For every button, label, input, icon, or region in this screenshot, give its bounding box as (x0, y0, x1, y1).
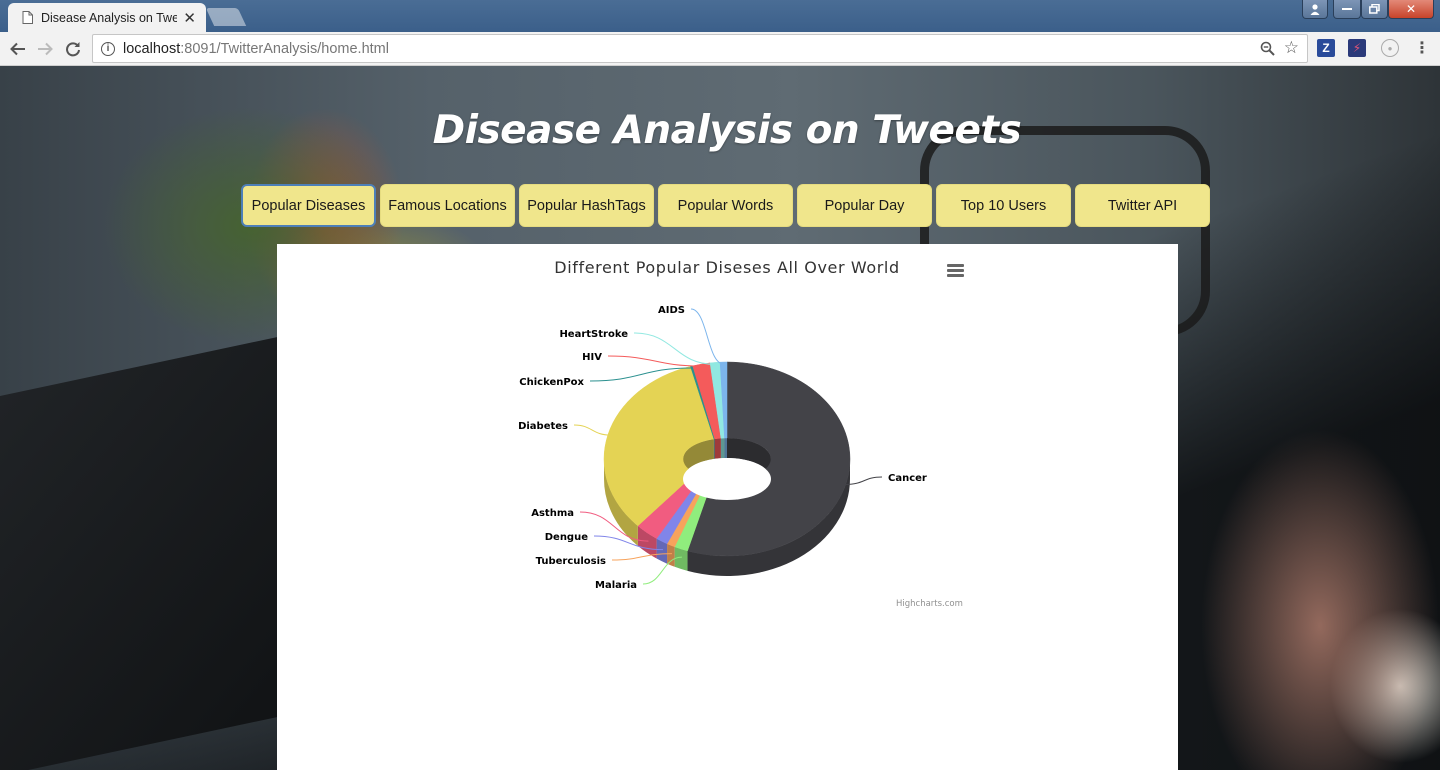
label-heartstroke: HeartStroke (559, 329, 628, 340)
close-window-button[interactable]: ✕ (1388, 0, 1434, 19)
connector-dengue (593, 535, 664, 551)
forward-arrow-icon[interactable] (32, 36, 58, 62)
browser-title-bar: Disease Analysis on Twee ✕ ✕ (0, 0, 1440, 32)
slice-cancer[interactable] (687, 361, 851, 557)
page-title: Disease Analysis on Tweets (432, 108, 1022, 153)
label-cancer: Cancer (888, 473, 927, 484)
nav-famous-locations-button[interactable]: Famous Locations (380, 184, 515, 227)
slice-side-cancer[interactable] (687, 459, 850, 576)
address-bar[interactable]: i localhost:8091/TwitterAnalysis/home.ht… (92, 34, 1308, 63)
connector-heartstroke (633, 332, 716, 365)
url-host: localhost (123, 40, 181, 57)
page-icon (22, 11, 33, 24)
slice-inner-heartstroke (720, 438, 725, 459)
browser-tab[interactable]: Disease Analysis on Twee ✕ (8, 3, 206, 32)
slice-inner-aids (724, 438, 727, 459)
info-icon[interactable]: i (101, 41, 115, 56)
browser-menu-icon[interactable]: ⋮ (1414, 40, 1430, 57)
chart-menu-icon[interactable] (947, 264, 964, 278)
label-tuberculosis: Tuberculosis (536, 556, 606, 567)
connector-malaria (642, 556, 682, 585)
bookmark-star-icon[interactable]: ☆ (1283, 38, 1299, 57)
slice-inner-diabetes (683, 438, 714, 479)
label-diabetes: Diabetes (518, 421, 568, 432)
url-path: :8091/TwitterAnalysis/home.html (180, 40, 389, 57)
label-asthma: Asthma (531, 508, 574, 519)
tab-title: Disease Analysis on Twee (41, 10, 178, 25)
label-malaria: Malaria (595, 580, 637, 591)
slice-side-diabetes[interactable] (604, 459, 638, 546)
zoom-icon[interactable] (1260, 41, 1275, 60)
slice-inner-chickenpox (713, 438, 715, 459)
nav-popular-words-button[interactable]: Popular Words (658, 184, 793, 227)
connector-tuberculosis (611, 553, 672, 561)
user-icon[interactable] (1302, 0, 1328, 19)
connector-chickenpox (589, 367, 693, 382)
minimize-button[interactable] (1333, 0, 1361, 19)
connector-asthma (579, 511, 649, 542)
pie-chart: Cancer Malaria Tuberculosis Dengue Asthma Dia… (518, 305, 927, 591)
connector-aids (690, 308, 724, 365)
page-background: Disease Analysis on Tweets Popular Disea… (0, 66, 1440, 770)
extension-z-icon[interactable]: Z (1317, 39, 1335, 57)
label-hiv: HIV (582, 352, 602, 363)
chart-container: Cancer Malaria Tuberculosis Dengue Asthma Dia… (277, 244, 1178, 770)
chart-title: Different Popular Diseses All Over World (554, 258, 900, 277)
extension-circle-icon[interactable]: ● (1381, 39, 1399, 57)
nav-popular-diseases-button[interactable]: Popular Diseases (241, 184, 376, 227)
slice-inner-hiv (714, 438, 721, 459)
slice-inner-cancer (727, 438, 771, 479)
label-chickenpox: ChickenPox (519, 377, 584, 388)
maximize-button[interactable] (1361, 0, 1388, 19)
close-tab-icon[interactable]: ✕ (183, 9, 196, 27)
connector-hiv (607, 355, 702, 367)
connector-diabetes (573, 424, 611, 436)
back-arrow-icon[interactable] (5, 36, 31, 62)
slice-aids[interactable] (719, 361, 728, 439)
slice-side-tuberculosis[interactable] (667, 543, 675, 567)
browser-toolbar: i localhost:8091/TwitterAnalysis/home.ht… (0, 32, 1440, 66)
slice-diabetes[interactable] (603, 366, 715, 527)
background-notebook (0, 334, 290, 770)
donut-hole (683, 458, 771, 500)
connector-cancer (845, 476, 883, 485)
slice-side-dengue[interactable] (656, 538, 668, 564)
nav-top-10-users-button[interactable]: Top 10 Users (936, 184, 1071, 227)
extension-bolt-icon[interactable]: ⚡ (1348, 39, 1366, 57)
label-aids: AIDS (658, 305, 685, 316)
nav-popular-hashtags-button[interactable]: Popular HashTags (519, 184, 654, 227)
slice-side-asthma[interactable] (637, 525, 657, 559)
nav-popular-day-button[interactable]: Popular Day (797, 184, 932, 227)
slice-side-malaria[interactable] (674, 546, 688, 571)
label-dengue: Dengue (545, 532, 588, 543)
reload-icon[interactable] (60, 36, 86, 62)
nav-twitter-api-button[interactable]: Twitter API (1075, 184, 1210, 227)
chart-credits[interactable]: Highcharts.com (896, 599, 963, 609)
new-tab-button[interactable] (205, 8, 247, 26)
